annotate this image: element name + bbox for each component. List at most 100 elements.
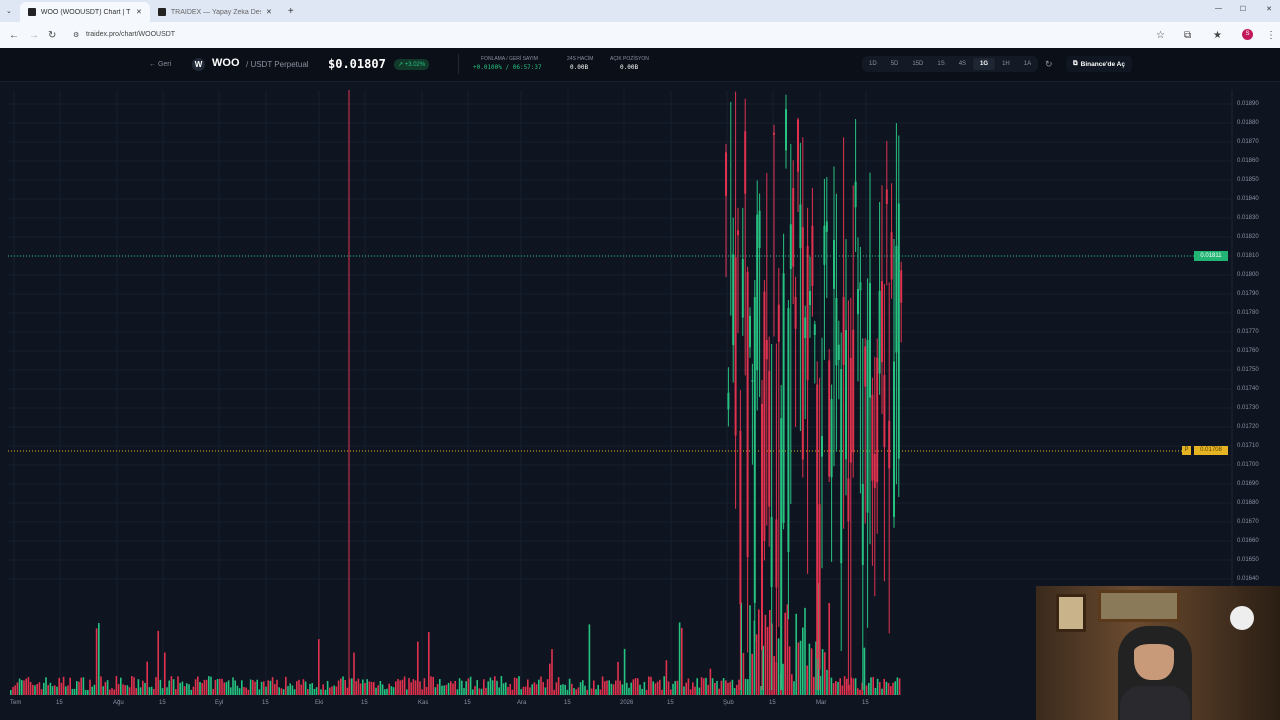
reload-icon[interactable]: ↻: [48, 29, 57, 41]
volume-bar: [619, 680, 621, 695]
close-tab-icon[interactable]: ✕: [136, 9, 142, 16]
volume-bar: [667, 681, 670, 695]
volume-bar: [302, 679, 305, 695]
candle-body: [753, 297, 756, 603]
p-line-price-tag: 0.01708: [1194, 446, 1228, 455]
volume-bar: [522, 686, 525, 695]
volume-bar: [663, 676, 665, 695]
timeframe-5D[interactable]: 5D: [890, 61, 899, 67]
extensions-icon[interactable]: ⧉: [1184, 29, 1192, 41]
volume-bar: [153, 688, 155, 695]
volume-bar: [551, 649, 553, 695]
volume-bar: [408, 678, 410, 695]
close-window-icon[interactable]: ✕: [1266, 6, 1272, 13]
volume-bar: [474, 686, 476, 695]
bookmark-star-icon[interactable]: ☆: [1156, 29, 1165, 41]
volume-bar: [689, 689, 692, 695]
site-info-icon[interactable]: ⚙: [73, 31, 80, 39]
volume-bar: [236, 685, 239, 695]
profile-avatar[interactable]: S: [1242, 29, 1253, 40]
candle-body: [837, 344, 840, 360]
price-axis-tick: 0.01690: [1237, 481, 1259, 487]
tab-list-icon[interactable]: ⌄: [6, 8, 12, 15]
candle-body: [885, 189, 888, 204]
volume-bar: [788, 646, 791, 695]
volume-bar: [227, 680, 230, 695]
refresh-icon[interactable]: ↻: [1045, 59, 1053, 69]
volume-bar: [82, 677, 85, 695]
volume-bar: [412, 679, 415, 695]
volume-bar: [892, 682, 894, 695]
volume-bar: [681, 627, 683, 695]
volume-bar: [95, 628, 98, 695]
divider: [458, 54, 459, 74]
price-axis-tick: 0.01840: [1237, 196, 1259, 202]
timeframe-1S[interactable]: 1S: [937, 61, 945, 67]
timeframe-1A[interactable]: 1A: [1023, 61, 1032, 67]
volume-bar: [21, 680, 23, 695]
timeframe-4S[interactable]: 4S: [958, 61, 967, 67]
volume-bar: [38, 682, 41, 695]
candle-body: [768, 370, 771, 507]
volume-bar: [450, 681, 452, 695]
price-chart[interactable]: [0, 90, 1280, 720]
volume-bar: [590, 688, 593, 695]
volume-bar: [810, 648, 813, 695]
volume-bar: [751, 653, 753, 695]
minimize-icon[interactable]: —: [1215, 5, 1222, 12]
volume-bar: [432, 676, 434, 695]
volume-bar: [494, 676, 496, 695]
menu-icon[interactable]: ⋮: [1266, 29, 1276, 41]
bookmarks-icon[interactable]: ★: [1213, 29, 1222, 41]
open-binance-button[interactable]: ⧉ Binance'de Aç: [1066, 56, 1132, 72]
timeframe-1G[interactable]: 1G: [973, 58, 996, 70]
volume-bar: [49, 682, 52, 695]
volume-bar: [542, 682, 544, 695]
new-tab-button[interactable]: +: [287, 5, 294, 17]
volume-bar: [795, 613, 797, 695]
price-axis-tick: 0.01830: [1237, 215, 1259, 221]
volume-bar: [355, 681, 357, 695]
volume-bar: [29, 681, 32, 695]
back-button[interactable]: ← Geri: [149, 61, 172, 68]
maximize-icon[interactable]: ☐: [1239, 6, 1246, 13]
volume-bar: [210, 676, 212, 695]
volume-bar: [326, 681, 329, 695]
external-link-icon: ⧉: [1073, 60, 1078, 67]
time-axis-tick: 15: [56, 700, 63, 706]
time-axis-tick: Eki: [315, 700, 324, 706]
price-axis-tick: 0.01700: [1237, 462, 1259, 468]
last-price: $0.01807: [328, 57, 386, 71]
volume-bar: [597, 684, 599, 695]
funding-value: +0.0100% / 06:57:37: [473, 64, 542, 71]
p-line-marker[interactable]: P: [1182, 446, 1191, 455]
time-axis-tick: 15: [361, 700, 368, 706]
candle-body: [787, 308, 790, 552]
browser-tab-bar: ⌄ WOO (WOOUSDT) Chart | TRAI✕ TRAIDEX — …: [0, 0, 1280, 22]
volume-bar: [529, 687, 531, 695]
volume-bar: [436, 683, 439, 695]
timeframe-1D[interactable]: 1D: [869, 61, 877, 67]
volume-bar: [18, 678, 21, 695]
url-input[interactable]: ⚙ traidex.pro/chart/WOOUSDT: [73, 31, 176, 39]
back-icon[interactable]: ←: [9, 29, 19, 41]
timeframe-15D[interactable]: 15D: [912, 61, 924, 67]
volume-bar: [170, 676, 173, 695]
current-price-tag: 0.01811: [1194, 251, 1228, 261]
tab-traidex[interactable]: TRAIDEX — Yapay Zeka Destekl✕: [150, 2, 280, 22]
volume-bar: [40, 689, 43, 695]
tab-woo-chart[interactable]: WOO (WOOUSDT) Chart | TRAI✕: [19, 2, 150, 22]
volume-bar: [698, 687, 701, 695]
volume-bar: [395, 681, 397, 695]
volume-bar: [711, 678, 714, 695]
oi-label: AÇIK POZİSYON: [610, 56, 649, 62]
volume-bar: [205, 679, 208, 695]
close-tab-icon[interactable]: ✕: [266, 9, 272, 16]
volume-bar: [203, 679, 206, 695]
candle-body: [895, 245, 898, 353]
forward-icon[interactable]: →: [29, 29, 39, 41]
timeframe-1H[interactable]: 1H: [1002, 61, 1010, 67]
volume-bar: [269, 680, 272, 695]
change-badge: ↗ +3.02%: [394, 59, 430, 70]
volume-bar: [573, 688, 575, 695]
